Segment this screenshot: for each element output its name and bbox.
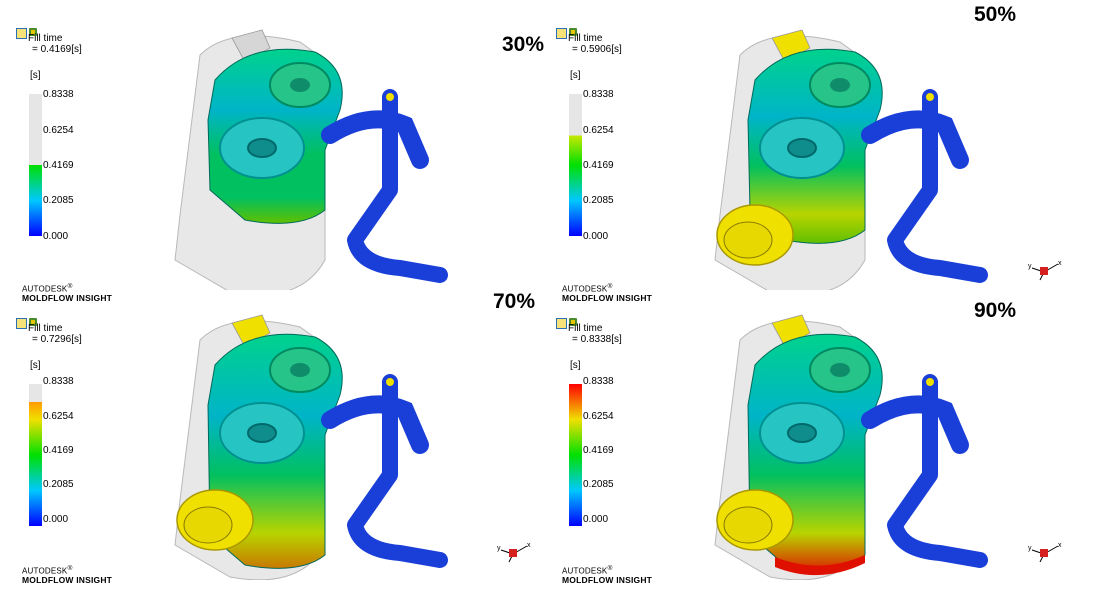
scale-tick: 0.4169 <box>43 160 74 171</box>
scale-unit: [s] <box>30 70 41 81</box>
scale-tick: 0.6254 <box>43 125 74 136</box>
scale-tick: 0.2085 <box>43 195 74 206</box>
svg-text:y: y <box>1028 263 1032 270</box>
plot-properties-icon[interactable] <box>16 28 27 39</box>
view-axes-icon: xy <box>497 542 531 563</box>
nozzle-spout <box>231 314 271 348</box>
upper-hole <box>830 363 850 377</box>
fill-percent-label: 70% <box>493 290 536 313</box>
scale-tick: 0.8338 <box>583 376 614 387</box>
result-value: = 0.4169[s] <box>32 44 82 55</box>
scale-unit: [s] <box>30 360 41 371</box>
runner <box>347 89 448 283</box>
nozzle-spout <box>771 314 811 348</box>
result-value: = 0.7296[s] <box>32 334 82 345</box>
result-value: = 0.8338[s] <box>572 334 622 345</box>
svg-text:y: y <box>1028 545 1032 552</box>
plot-properties-icon[interactable] <box>556 28 567 39</box>
svg-text:x: x <box>1058 542 1062 549</box>
boss-hole <box>787 423 817 443</box>
runner-branch <box>861 395 969 454</box>
side-inlet-face <box>723 506 773 544</box>
scale-tick: 0.2085 <box>583 195 614 206</box>
scale-tick: 0.8338 <box>583 89 614 100</box>
view-axes-icon: xy <box>1028 260 1062 281</box>
model-view[interactable] <box>540 0 1080 290</box>
scale-tick: 0.000 <box>583 514 609 525</box>
fill-time-panel: Fill time = 0.8338[s] [s] 0.8338 0.6254 … <box>540 290 1080 584</box>
svg-text:y: y <box>497 545 501 552</box>
svg-text:x: x <box>1058 260 1062 267</box>
upper-hole <box>830 78 850 92</box>
model-view[interactable] <box>0 0 540 290</box>
injection-point <box>386 93 394 101</box>
runner <box>347 374 448 568</box>
result-title: Fill time <box>28 33 63 44</box>
plot-properties-icon[interactable] <box>16 318 27 329</box>
injection-point <box>926 378 934 386</box>
result-title: Fill time <box>568 33 603 44</box>
scale-tick: 0.8338 <box>43 376 74 387</box>
view-axes-icon: xy <box>1028 542 1062 563</box>
model-view[interactable] <box>0 290 540 580</box>
boss-hole <box>787 138 817 158</box>
brand-logo: AUTODESK® MOLDFLOW INSIGHT <box>562 565 653 585</box>
scale-tick: 0.2085 <box>583 479 614 490</box>
color-scale <box>569 94 582 236</box>
scale-tick: 0.4169 <box>43 445 74 456</box>
fill-time-panel: Fill time = 0.7296[s] [s] 0.8338 0.6254 … <box>0 290 540 584</box>
model-view[interactable] <box>540 290 1080 580</box>
boss-hole <box>247 423 277 443</box>
color-scale <box>29 384 42 526</box>
result-title: Fill time <box>568 323 603 334</box>
scale-unit: [s] <box>570 70 581 81</box>
color-scale <box>569 384 582 526</box>
brand-logo: AUTODESK® MOLDFLOW INSIGHT <box>22 565 113 585</box>
fill-time-panel: Fill time = 0.4169[s] [s] 0.8338 0.6254 … <box>0 0 544 302</box>
result-value: = 0.5906[s] <box>572 44 622 55</box>
side-inlet-face <box>183 506 233 544</box>
scale-tick: 0.6254 <box>583 411 614 422</box>
scale-tick: 0.6254 <box>43 411 74 422</box>
nozzle-spout <box>771 29 811 63</box>
scale-tick: 0.4169 <box>583 160 614 171</box>
scale-tick: 0.8338 <box>43 89 74 100</box>
injection-point <box>926 93 934 101</box>
last-fill-edge <box>775 555 865 576</box>
color-scale <box>29 94 42 236</box>
runner-branch <box>321 110 429 169</box>
scale-tick: 0.000 <box>583 231 609 242</box>
plot-properties-icon[interactable] <box>556 318 567 329</box>
runner-branch <box>321 395 429 454</box>
upper-hole <box>290 363 310 377</box>
scale-unit: [s] <box>570 360 581 371</box>
runner <box>887 374 988 568</box>
boss-hole <box>247 138 277 158</box>
scale-tick: 0.6254 <box>583 125 614 136</box>
scale-tick: 0.2085 <box>43 479 74 490</box>
scale-tick: 0.4169 <box>583 445 614 456</box>
runner-branch <box>861 110 969 169</box>
brand-logo: AUTODESK® MOLDFLOW INSIGHT <box>22 283 113 303</box>
runner <box>887 89 988 283</box>
upper-hole <box>290 78 310 92</box>
result-title: Fill time <box>28 323 63 334</box>
side-inlet-face <box>723 221 773 259</box>
injection-point <box>386 378 394 386</box>
scale-tick: 0.000 <box>43 514 69 525</box>
fill-percent-label: 90% <box>974 299 1017 322</box>
fill-percent-label: 50% <box>974 3 1017 26</box>
fill-time-panel: Fill time = 0.5906[s] [s] 0.8338 0.6254 … <box>540 0 1080 302</box>
fill-percent-label: 30% <box>502 33 545 56</box>
svg-text:x: x <box>527 542 531 549</box>
brand-logo: AUTODESK® MOLDFLOW INSIGHT <box>562 283 653 303</box>
scale-tick: 0.000 <box>43 231 69 242</box>
nozzle-spout <box>231 29 271 63</box>
